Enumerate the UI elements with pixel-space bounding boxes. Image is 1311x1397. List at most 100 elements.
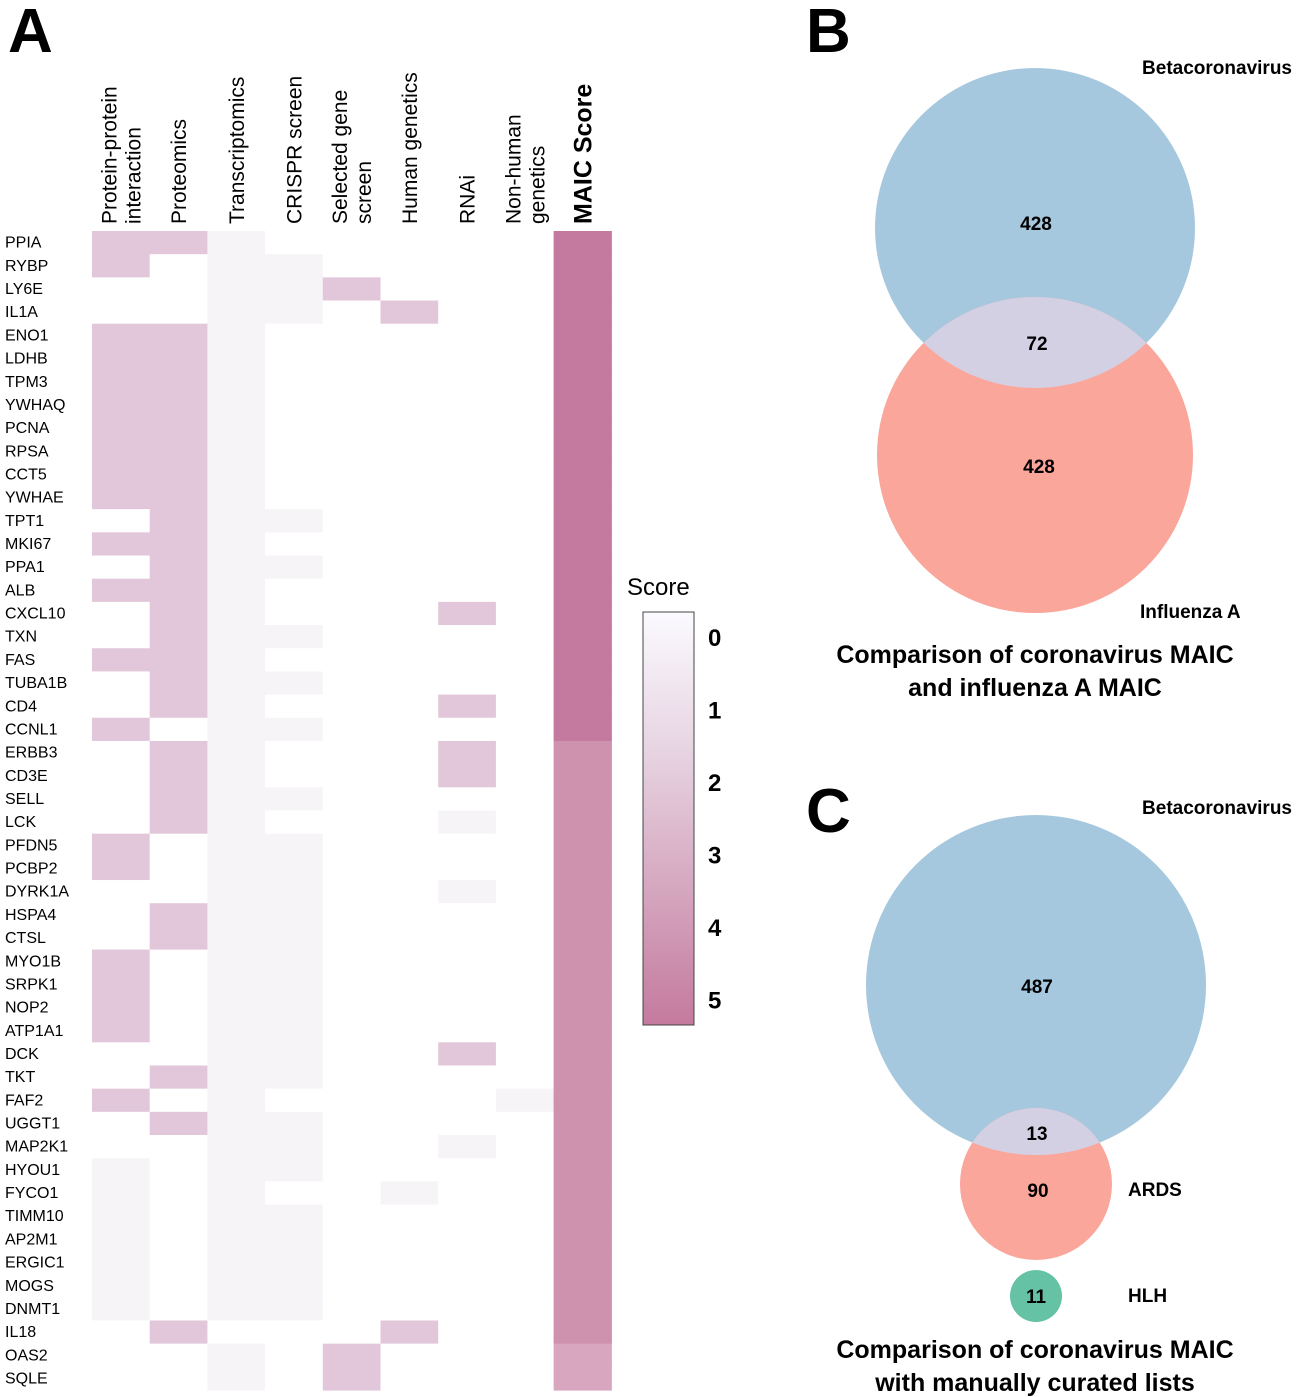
heatmap-cell: [380, 1320, 439, 1345]
heatmap-cell: [438, 532, 497, 557]
heatmap-cell: [322, 1320, 382, 1345]
heatmap-cell: [149, 1297, 208, 1322]
row-label: IL18: [5, 1324, 36, 1341]
heatmap-cell: [495, 1111, 555, 1136]
row-label: LDHB: [5, 351, 48, 368]
column-label: Proteomics: [168, 119, 191, 224]
heatmap-cell: [207, 972, 266, 997]
heatmap-cell: [265, 323, 324, 348]
heatmap-cell: [207, 1042, 266, 1067]
heatmap-cell: [207, 1065, 266, 1090]
heatmap-cell: [265, 1181, 324, 1206]
heatmap-cell: [92, 1297, 151, 1322]
heatmap-cell: [438, 1366, 497, 1391]
heatmap-cell: [553, 323, 612, 348]
heatmap-cell: [207, 949, 266, 974]
heatmap-cell: [149, 1343, 208, 1368]
panel-letters: A B C: [8, 0, 851, 846]
heatmap-colorbar: Score 0 1 2 3 4 5: [627, 574, 722, 1026]
heatmap-cell: [495, 1274, 555, 1298]
row-label: CD4: [5, 698, 37, 715]
row-label: SQLE: [5, 1371, 48, 1388]
heatmap-cell: [495, 1250, 555, 1275]
heatmap-cell: [265, 625, 324, 649]
heatmap-cell: [495, 926, 555, 951]
venn-label-hlh: HLH: [1128, 1286, 1167, 1307]
heatmap-cell: [495, 1065, 555, 1090]
heatmap-cell: [380, 694, 439, 719]
venn-circle-hlh: [1010, 1270, 1062, 1322]
heatmap-cell: [207, 532, 266, 557]
heatmap-cell: [553, 1088, 612, 1113]
heatmap-cell: [495, 254, 555, 278]
heatmap-cell: [265, 787, 324, 812]
heatmap-cell: [265, 1065, 324, 1090]
heatmap-cell: [438, 509, 497, 533]
heatmap-cell: [438, 764, 497, 788]
heatmap-cell: [495, 880, 555, 904]
panel-letter-a: A: [8, 0, 53, 66]
heatmap-cell: [495, 1088, 555, 1113]
heatmap-cell: [495, 231, 555, 255]
heatmap-cell: [92, 532, 151, 557]
heatmap-cell: [207, 346, 266, 371]
heatmap-cell: [149, 532, 208, 557]
heatmap-cell: [553, 1227, 612, 1252]
heatmap-cell: [92, 393, 151, 418]
heatmap-cell: [149, 949, 208, 974]
heatmap-cell: [438, 625, 497, 649]
heatmap-cell: [322, 972, 382, 997]
row-label: HYOU1: [5, 1162, 60, 1179]
row-label: DNMT1: [5, 1301, 60, 1318]
heatmap-cell: [438, 462, 497, 487]
heatmap-cell: [265, 1204, 324, 1229]
heatmap-cell: [438, 880, 497, 904]
heatmap-cell: [149, 277, 208, 302]
heatmap-cell: [380, 1111, 439, 1136]
heatmap-cell: [380, 231, 439, 255]
heatmap-cell: [92, 277, 151, 302]
heatmap-cell: [438, 1042, 497, 1067]
heatmap-cell: [380, 555, 439, 580]
heatmap-cell: [92, 764, 151, 788]
heatmap-cell: [265, 671, 324, 696]
heatmap-cell: [92, 810, 151, 835]
heatmap-cell: [149, 509, 208, 533]
heatmap-cell: [438, 1088, 497, 1113]
heatmap-cell: [207, 1019, 266, 1043]
heatmap-cell: [553, 694, 612, 719]
heatmap-cell: [495, 1135, 555, 1159]
heatmap-cell: [265, 648, 324, 673]
heatmap-cell: [322, 1088, 382, 1113]
venn-count-overlap: 72: [1026, 334, 1047, 355]
heatmap-cell: [553, 625, 612, 649]
heatmap-cell: [553, 1111, 612, 1136]
row-label: PPIA: [5, 235, 42, 252]
row-label: TPT1: [5, 513, 44, 530]
heatmap-cell: [495, 439, 555, 464]
heatmap-cell: [553, 1343, 612, 1368]
heatmap-cell: [438, 1204, 497, 1229]
venn-count-overlap: 13: [1026, 1124, 1047, 1145]
heatmap-cell: [553, 555, 612, 580]
heatmap-cell: [265, 856, 324, 881]
heatmap-cell: [438, 370, 497, 394]
heatmap-cell: [322, 578, 382, 603]
heatmap-cell: [438, 323, 497, 348]
heatmap-cell: [438, 231, 497, 255]
heatmap-cell: [322, 532, 382, 557]
heatmap-cell: [380, 833, 439, 858]
heatmap-cell: [207, 578, 266, 603]
heatmap-cell: [553, 439, 612, 464]
venn-circle-influenza: [877, 297, 1193, 613]
panel-c-caption: with manually curated lists: [874, 1369, 1195, 1397]
panel-a-heatmap: PPIA RYBP LY6E IL1A ENO1 LDHB TPM3 YWHAQ PCNA RPS…: [5, 72, 612, 1391]
heatmap-cell: [92, 1227, 151, 1252]
column-label: Human genetics: [399, 72, 422, 224]
heatmap-cell: [92, 1019, 151, 1043]
heatmap-cell: [553, 532, 612, 557]
heatmap-cell: [322, 1042, 382, 1067]
heatmap-cell: [322, 231, 382, 255]
heatmap-cell: [265, 1366, 324, 1391]
heatmap-cell: [322, 346, 382, 371]
